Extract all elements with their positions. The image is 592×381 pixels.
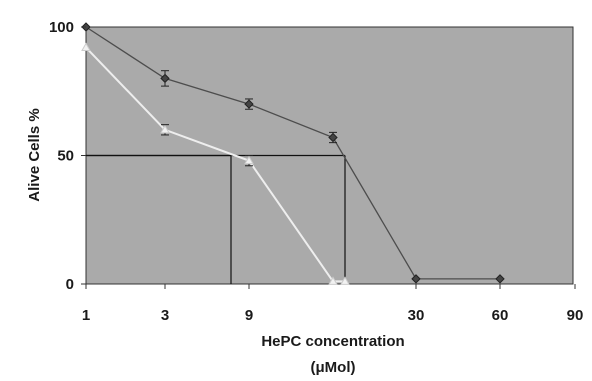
y-tick-label: 50 (57, 148, 74, 165)
x-tick-label: 60 (492, 307, 509, 324)
x-axis-label: HePC concentration (261, 333, 404, 350)
data-point-triangle (160, 124, 170, 134)
y-axis-label: Alive Cells % (26, 108, 43, 201)
x-tick-label: 3 (161, 307, 169, 324)
data-point-triangle (81, 42, 91, 52)
data-point-diamond (328, 132, 338, 143)
y-tick-label: 100 (49, 19, 74, 36)
x-axis-unit: (μMol) (311, 359, 356, 376)
data-point-diamond (411, 274, 421, 284)
data-point-diamond (244, 99, 254, 109)
x-tick-label: 1 (82, 307, 90, 324)
data-point-triangle (244, 155, 254, 165)
y-tick-label: 0 (66, 276, 74, 293)
x-tick-label: 9 (245, 307, 253, 324)
reference-lines (86, 154, 346, 284)
series-layer (81, 22, 505, 285)
y-axis-ticks: 0 50 100 (49, 19, 86, 293)
data-point-triangle (340, 276, 350, 285)
data-point-diamond (495, 274, 505, 284)
x-axis-ticks: 1 3 9 30 60 90 (82, 284, 584, 324)
x-tick-label: 90 (567, 307, 584, 324)
x-tick-label: 30 (408, 307, 425, 324)
data-point-diamond (160, 73, 170, 84)
data-point-triangle (328, 276, 338, 285)
series-line (85, 26, 500, 280)
